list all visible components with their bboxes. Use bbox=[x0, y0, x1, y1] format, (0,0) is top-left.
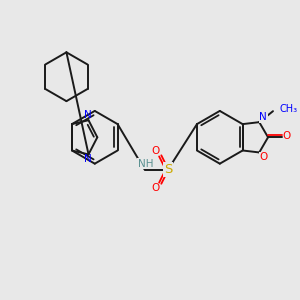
Text: S: S bbox=[164, 163, 172, 176]
Text: N: N bbox=[259, 112, 267, 122]
Text: N: N bbox=[84, 154, 92, 164]
Text: O: O bbox=[151, 183, 160, 193]
Text: O: O bbox=[151, 146, 160, 156]
Text: N: N bbox=[84, 110, 92, 120]
Text: O: O bbox=[259, 152, 267, 162]
Text: O: O bbox=[283, 131, 291, 141]
Text: NH: NH bbox=[138, 159, 153, 169]
Text: CH₃: CH₃ bbox=[280, 104, 298, 114]
